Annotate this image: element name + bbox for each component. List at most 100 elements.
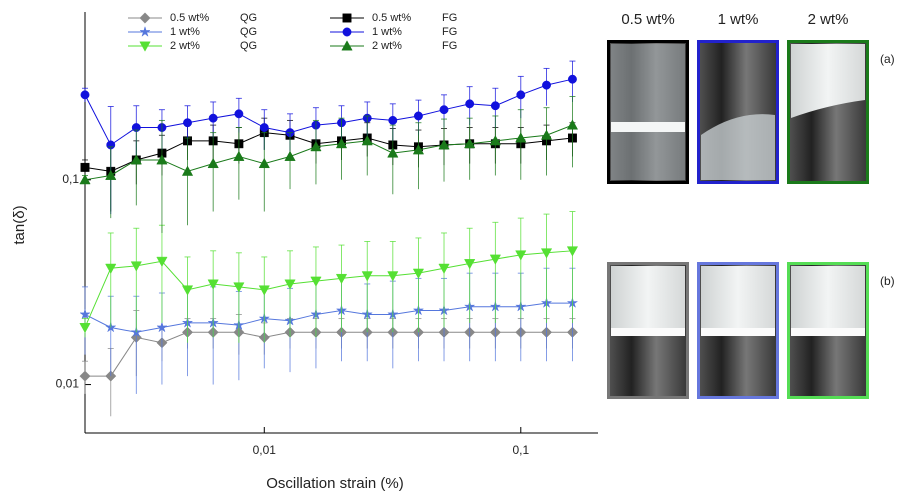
data-point bbox=[80, 90, 90, 100]
photo-frame bbox=[697, 40, 779, 184]
data-point bbox=[335, 273, 348, 285]
row-label: (b) bbox=[880, 274, 895, 288]
legend-label: 0.5 wt% bbox=[372, 12, 411, 24]
vial-liquid bbox=[611, 44, 685, 180]
data-point bbox=[412, 268, 425, 279]
data-point bbox=[465, 99, 475, 109]
data-point bbox=[79, 323, 91, 334]
data-point bbox=[566, 246, 579, 257]
data-point bbox=[361, 271, 373, 282]
vial-gel bbox=[611, 266, 685, 336]
data-point bbox=[181, 285, 194, 296]
photo-frame bbox=[607, 262, 689, 399]
legend-group: QG bbox=[240, 12, 257, 24]
data-point bbox=[79, 174, 91, 185]
data-point bbox=[80, 162, 90, 172]
vial-band bbox=[611, 122, 685, 132]
legend-group: FG bbox=[442, 40, 457, 52]
data-point bbox=[515, 132, 527, 143]
photo-header: 1 wt% bbox=[718, 11, 759, 28]
data-point bbox=[361, 135, 373, 146]
photo-header: 0.5 wt% bbox=[621, 11, 674, 28]
data-point bbox=[310, 276, 322, 287]
data-point bbox=[207, 157, 219, 169]
data-point bbox=[79, 308, 91, 320]
vial-band bbox=[611, 328, 685, 336]
data-point bbox=[208, 113, 218, 123]
x-tick-label: 0,1 bbox=[512, 443, 529, 457]
data-point bbox=[105, 169, 117, 180]
row-label: (a) bbox=[880, 52, 895, 66]
x-tick-label: 0,01 bbox=[253, 443, 277, 457]
series-line bbox=[84, 78, 573, 146]
data-point bbox=[540, 129, 553, 140]
photo-frame bbox=[697, 262, 779, 399]
data-point bbox=[540, 248, 553, 259]
data-point bbox=[234, 109, 244, 119]
data-point bbox=[489, 254, 501, 265]
series-line bbox=[84, 124, 573, 181]
series-line bbox=[84, 302, 573, 333]
data-point bbox=[489, 135, 501, 146]
legend-marker bbox=[342, 13, 352, 23]
legend-group: QG bbox=[240, 26, 257, 38]
legend-label: 2 wt% bbox=[372, 40, 402, 52]
legend-marker bbox=[342, 27, 352, 37]
vial-gel bbox=[791, 266, 865, 336]
data-point bbox=[207, 279, 219, 290]
legend-marker bbox=[139, 12, 151, 24]
data-point bbox=[464, 138, 476, 149]
photo-frame bbox=[607, 40, 689, 184]
data-point bbox=[105, 263, 117, 274]
legend-label: 0.5 wt% bbox=[170, 12, 209, 24]
vial-band bbox=[701, 328, 775, 336]
y-tick-label: 0,1 bbox=[62, 172, 79, 186]
data-point bbox=[79, 370, 91, 382]
data-point bbox=[183, 118, 192, 128]
data-point bbox=[566, 119, 579, 130]
legend-marker bbox=[139, 41, 151, 52]
legend-group: FG bbox=[442, 26, 457, 38]
y-axis-label: tan(δ) bbox=[11, 205, 28, 244]
series-line bbox=[85, 331, 573, 377]
photo-panel: 0.5 wt% 1 wt% 2 wt% (a) (b) bbox=[607, 11, 895, 399]
photo-frame bbox=[787, 262, 869, 399]
photo-header: 2 wt% bbox=[808, 11, 849, 28]
legend-group: QG bbox=[240, 40, 257, 52]
data-point bbox=[156, 154, 168, 165]
data-point bbox=[284, 279, 296, 290]
legend-group: FG bbox=[442, 12, 457, 24]
data-point bbox=[516, 90, 526, 100]
data-point bbox=[542, 80, 551, 90]
legend-marker bbox=[341, 40, 353, 51]
x-axis-label: Oscillation strain (%) bbox=[266, 475, 404, 492]
legend-label: 1 wt% bbox=[170, 26, 200, 38]
data-point bbox=[233, 282, 245, 293]
data-point bbox=[130, 154, 142, 165]
data-point bbox=[515, 250, 527, 261]
data-point bbox=[335, 138, 348, 149]
vial-gel bbox=[791, 44, 865, 118]
data-point bbox=[439, 105, 449, 115]
data-point bbox=[387, 271, 399, 282]
legend-marker bbox=[139, 25, 151, 37]
vial-band bbox=[791, 328, 865, 336]
data-point bbox=[412, 144, 425, 155]
legend-label: 1 wt% bbox=[372, 26, 402, 38]
vial-gel bbox=[701, 266, 775, 336]
data-point bbox=[130, 261, 142, 272]
data-point bbox=[259, 123, 269, 132]
data-point bbox=[567, 74, 577, 84]
series-line bbox=[84, 250, 573, 328]
data-point bbox=[284, 150, 296, 161]
data-point bbox=[464, 259, 476, 270]
data-point bbox=[388, 115, 398, 125]
data-point bbox=[156, 256, 168, 268]
legend-label: 2 wt% bbox=[170, 40, 200, 52]
data-point bbox=[490, 101, 500, 111]
data-point bbox=[181, 165, 194, 176]
data-point bbox=[233, 150, 245, 161]
y-tick-label: 0,01 bbox=[56, 377, 80, 391]
data-point bbox=[258, 285, 270, 296]
